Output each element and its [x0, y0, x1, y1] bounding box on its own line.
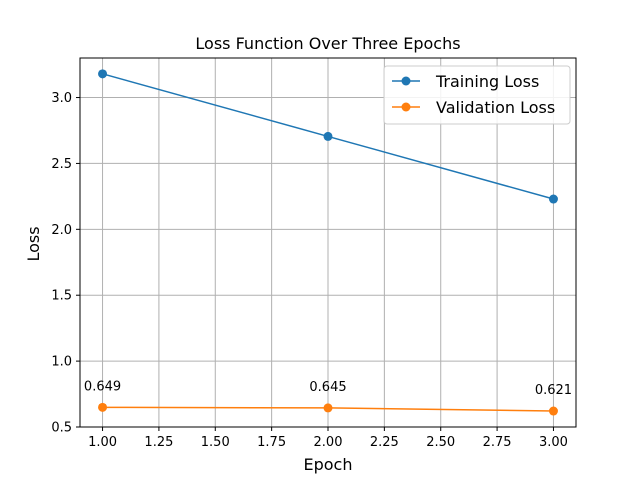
- series-point-1: [323, 403, 333, 413]
- x-tick-label: 1.00: [88, 435, 117, 450]
- axes: 1.00 1.25 1.50 1.75 2.00 2.25 2.50 2.75 3.00 0.5 1…: [51, 57, 577, 450]
- series-point-1: [98, 402, 108, 412]
- series-point-0: [323, 131, 333, 141]
- series-point-0: [98, 69, 108, 79]
- y-tick-label: 1.5: [51, 289, 72, 304]
- x-tick-label: 3.00: [539, 435, 568, 450]
- series-point-0: [548, 194, 558, 204]
- x-axis-label: Epoch: [304, 455, 353, 474]
- legend: Training Loss Validation Loss: [383, 65, 571, 125]
- x-tick-label: 1.25: [144, 435, 173, 450]
- y-tick-label: 1.0: [51, 355, 72, 370]
- x-tick-label: 2.25: [370, 435, 399, 450]
- x-tick-label: 1.50: [201, 435, 230, 450]
- y-axis-label: Loss: [24, 226, 43, 261]
- data-label-1: 0.645: [309, 380, 346, 395]
- series-layer: [98, 69, 558, 416]
- x-tick-label: 2.75: [483, 435, 512, 450]
- y-tick-label: 2.5: [51, 157, 72, 172]
- x-tick-label: 2.50: [426, 435, 455, 450]
- chart-title: Loss Function Over Three Epochs: [195, 34, 460, 53]
- series-point-1: [548, 406, 558, 416]
- y-tick-label: 0.5: [51, 421, 72, 436]
- legend-box: [383, 65, 571, 125]
- legend-label: Training Loss: [435, 72, 539, 91]
- data-label-1: 0.621: [535, 383, 572, 398]
- data-label-1: 0.649: [84, 379, 121, 394]
- legend-swatch-marker: [401, 102, 411, 112]
- legend-swatch-marker: [401, 76, 411, 86]
- y-tick-label: 2.0: [51, 223, 72, 238]
- data-labels: 0.649 0.645 0.621: [84, 379, 572, 398]
- x-tick-label: 1.75: [257, 435, 286, 450]
- y-tick-label: 3.0: [51, 91, 72, 106]
- x-tick-label: 2.00: [314, 435, 343, 450]
- legend-label: Validation Loss: [436, 98, 555, 117]
